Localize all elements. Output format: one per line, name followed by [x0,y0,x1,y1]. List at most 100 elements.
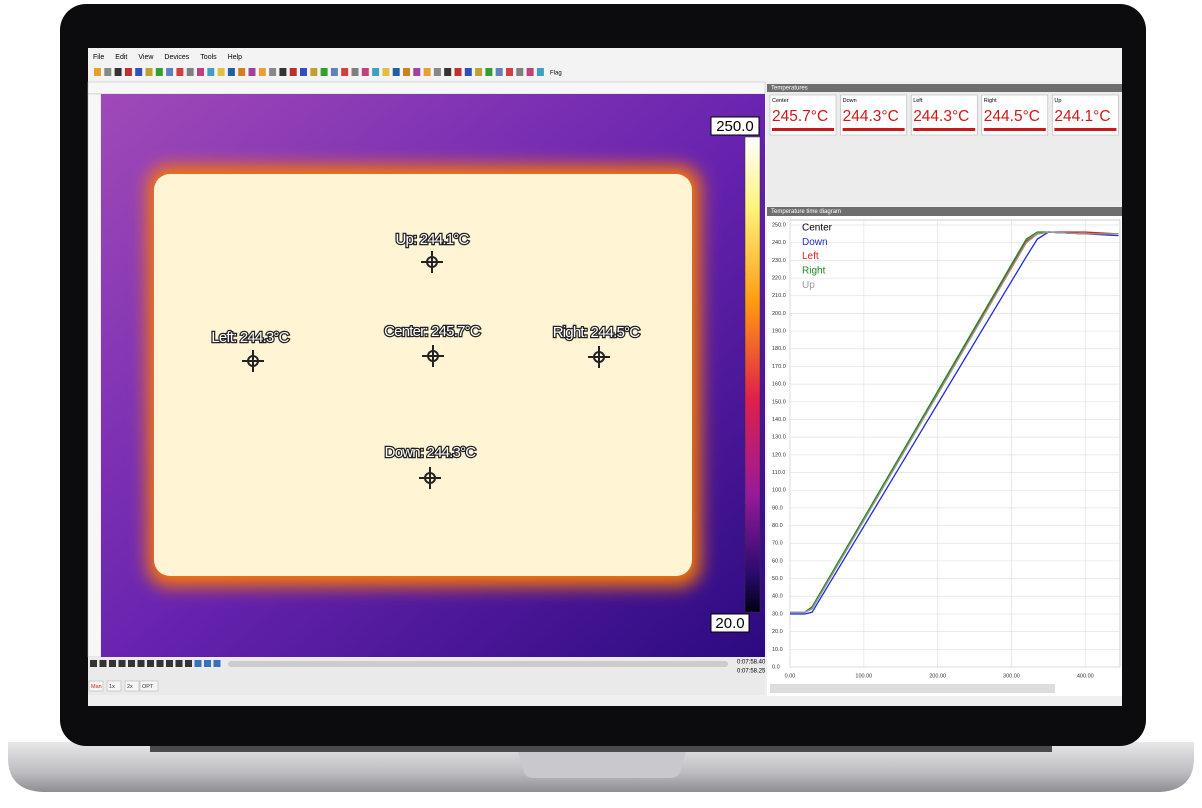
mode-button[interactable] [106,680,122,692]
ruler-left [87,93,102,658]
y-tick-label: 40.0 [772,594,783,600]
toolbar-icon[interactable] [330,68,338,76]
toolbar-icon[interactable] [104,68,112,76]
temp-card-value: 245.7°C [772,108,828,125]
toolbar-label[interactable]: Flag [550,71,562,77]
toolbar-icon[interactable] [475,68,483,76]
mode-button[interactable] [88,680,104,692]
y-tick-label: 130.0 [772,435,786,441]
menu-item[interactable]: Help [228,54,243,61]
toolbar-icon[interactable] [382,68,390,76]
playback-button[interactable] [90,660,97,667]
playback-button[interactable] [109,660,116,667]
toolbar-icon[interactable] [124,68,132,76]
mode-button[interactable] [139,680,159,692]
toolbar-icon[interactable] [372,68,380,76]
toolbar-icon[interactable] [403,68,410,76]
y-tick-label: 150.0 [772,399,786,405]
toolbar-icon[interactable] [94,68,101,76]
toolbar-icon[interactable] [176,68,184,76]
legend-entry: Down [802,237,828,248]
playback-button[interactable] [213,660,221,667]
temp-card-bar [913,128,976,131]
menu-bar [88,48,1122,81]
temp-card-label: Left [913,98,923,104]
toolbar-icon[interactable] [238,68,246,76]
y-tick-label: 100.0 [772,488,786,494]
time-total: 0:07:58.25 [737,669,766,675]
y-tick-label: 70.0 [772,541,783,547]
menu-item[interactable]: File [93,54,104,61]
playback-button[interactable] [185,660,192,667]
playback-button[interactable] [194,660,202,667]
toolbar-icon[interactable] [506,68,513,76]
toolbar-icon[interactable] [135,68,143,76]
panel-header [767,84,1122,92]
series-line [790,231,1119,613]
toolbar-icon[interactable] [495,68,503,76]
legend-entry: Center [802,223,833,234]
toolbar-icon[interactable] [269,68,277,76]
toolbar-icon[interactable] [248,68,256,76]
toolbar-icon[interactable] [197,68,204,76]
toolbar-icon[interactable] [413,68,421,76]
thermal-image: 250.0 20.0 [101,94,765,657]
toolbar-icon[interactable] [145,68,153,76]
menu-item[interactable]: Edit [115,54,127,61]
scrollbar[interactable] [770,684,1055,693]
toolbar-icon[interactable] [155,68,163,76]
toolbar-icon[interactable] [526,68,534,76]
notch [518,752,686,778]
y-tick-label: 80.0 [772,523,783,529]
playback-button[interactable] [147,660,154,667]
toolbar-icon[interactable] [186,68,194,76]
spot-cross [419,467,441,489]
toolbar-icon[interactable] [300,68,307,76]
hinge [150,743,1052,752]
toolbar-icon[interactable] [227,68,235,76]
toolbar-icon[interactable] [341,68,349,76]
playback-button[interactable] [175,660,183,667]
scale-max-box [710,116,760,136]
toolbar-icon[interactable] [392,68,400,76]
toolbar-icon[interactable] [444,68,452,76]
y-tick-label: 230.0 [772,258,786,264]
toolbar-icon[interactable] [114,68,122,76]
playback-button[interactable] [128,660,135,667]
toolbar-icon[interactable] [464,68,472,76]
mode-label: Man [91,684,102,690]
toolbar-icon[interactable] [454,68,462,76]
toolbar-icon[interactable] [289,68,297,76]
toolbar-icon[interactable] [217,68,225,76]
menu-item[interactable]: Devices [164,54,189,61]
playback-button[interactable] [99,660,107,667]
toolbar-icon[interactable] [351,68,359,76]
playback-button[interactable] [118,660,126,667]
chart-title: Temperature time diagram [771,209,841,215]
toolbar-icon[interactable] [485,68,493,76]
playback-button[interactable] [204,660,211,667]
toolbar-icon[interactable] [207,68,215,76]
y-tick-label: 20.0 [772,629,783,635]
playback-button[interactable] [156,660,164,667]
toolbar-icon[interactable] [423,68,431,76]
timeline[interactable] [228,661,728,667]
toolbar-icon[interactable] [516,68,524,76]
menu-item[interactable]: Tools [200,54,217,61]
toolbar-icon[interactable] [166,68,174,76]
temp-card-label: Down [843,98,857,104]
temp-card-bar [772,128,834,131]
playback-button[interactable] [166,660,173,667]
x-tick-label: 200.00 [929,673,946,679]
toolbar-icon[interactable] [433,68,441,76]
toolbar-icon[interactable] [536,68,544,76]
mode-button[interactable] [124,680,140,692]
playback-button[interactable] [137,660,145,667]
toolbar-icon[interactable] [258,68,266,76]
toolbar-icon[interactable] [361,68,369,76]
temp-card-value: 244.3°C [843,108,899,125]
toolbar-icon[interactable] [279,68,287,76]
toolbar-icon[interactable] [310,68,318,76]
menu-item[interactable]: View [138,54,154,61]
toolbar-icon[interactable] [320,68,328,76]
